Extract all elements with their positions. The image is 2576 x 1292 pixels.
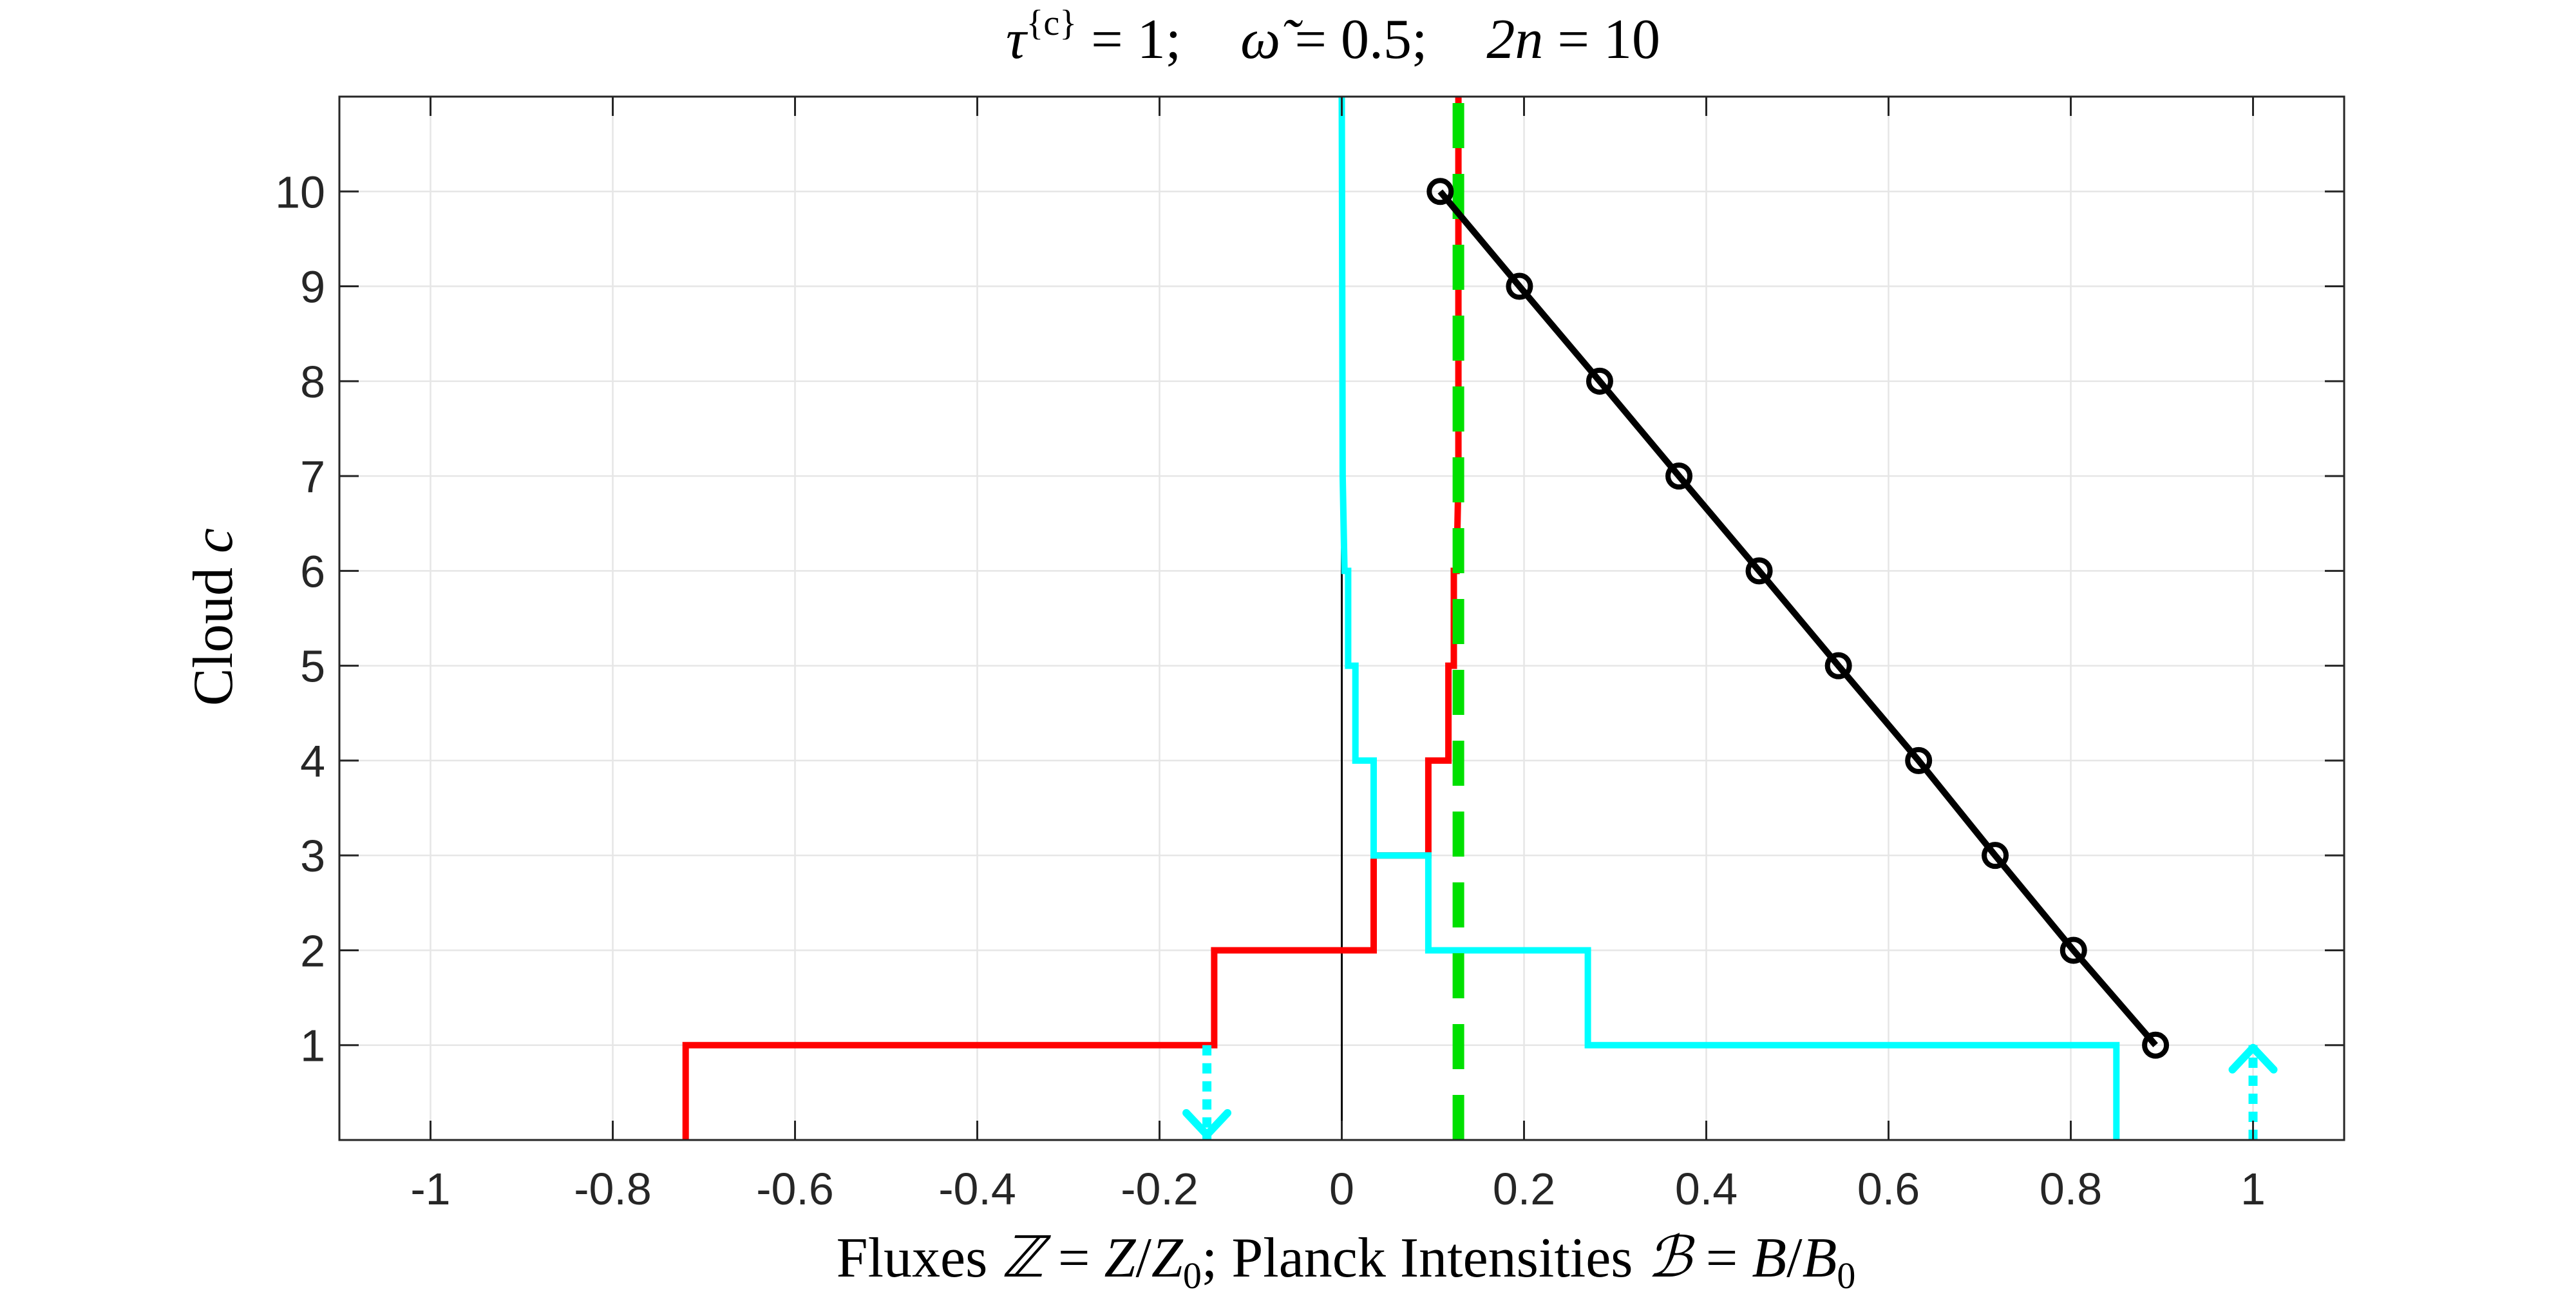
series-marker-5 [1745, 557, 1773, 585]
series-marker-2 [1982, 842, 2009, 869]
y-tick-labels: 1 2 3 4 5 6 7 8 9 10 [275, 167, 325, 1070]
xlabel-z: Z [1104, 1227, 1137, 1289]
svg-text:τ{c} = 1; ω̃ = 0.5;: τ{c} = 1; ω̃ = 0.5; 2n = 10 [1006, 3, 1660, 71]
xlabel-planck: ; Planck Intensities [1202, 1227, 1647, 1289]
y-tick-label: 3 [300, 831, 325, 881]
x-tick-label: 1 [2240, 1164, 2266, 1214]
x-tick-label: -1 [410, 1164, 450, 1214]
x-tick-label: 0.4 [1675, 1164, 1738, 1214]
chart-title: τ{c} = 1; ω̃ = 0.5; 2n = 10 [1006, 3, 1660, 71]
svg-text:Fluxes ℤ = Z/Z0; Planck Inte: Fluxes ℤ = Z/Z0; Planck Intensities ℬ = … [837, 1227, 1856, 1292]
x-tick-label: -0.2 [1121, 1164, 1198, 1214]
x-tick-label: -0.8 [574, 1164, 652, 1214]
svg-text:Cloud c: Cloud c [182, 528, 245, 706]
xlabel-beq: = [1692, 1227, 1752, 1289]
title-tau-symbol: τ [1006, 8, 1028, 71]
series-marker-9 [1426, 178, 1454, 205]
x-tick-labels: -1 -0.8 -0.6 -0.4 -0.2 0 0.2 0.4 0.6 0.8 1 [410, 1164, 2266, 1214]
y-tick-label: 8 [300, 357, 325, 407]
series-marker-3 [1905, 746, 1933, 774]
series-marker-0 [2142, 1031, 2170, 1059]
xlabel-z0-sub: 0 [1183, 1255, 1202, 1292]
y-tick-label: 6 [300, 546, 325, 596]
x-tick-label: -0.4 [938, 1164, 1016, 1214]
series-marker-8 [1506, 272, 1533, 300]
series-marker-1 [2060, 936, 2087, 964]
xlabel-zeq: = [1044, 1227, 1104, 1289]
x-tick-label: 0.2 [1493, 1164, 1555, 1214]
title-n-value: = 10 [1543, 8, 1660, 71]
y-tick-label: 2 [300, 926, 325, 976]
ylabel-var: c [182, 528, 245, 553]
x-tick-label: 0.8 [2040, 1164, 2102, 1214]
y-tick-label: 10 [275, 167, 325, 217]
title-omega-value: = 0.5; [1280, 8, 1427, 71]
x-tick-label: 0.6 [1857, 1164, 1920, 1214]
title-tau-value: = 1; [1077, 8, 1181, 71]
x-tick-label: -0.6 [756, 1164, 834, 1214]
series-marker-4 [1824, 652, 1852, 679]
xlabel-zslash: / [1135, 1227, 1151, 1289]
y-tick-label: 9 [300, 262, 325, 312]
xlabel-fluxes: Fluxes [837, 1227, 1002, 1289]
xlabel-b0-sub: 0 [1837, 1255, 1855, 1292]
y-tick-label: 7 [300, 451, 325, 502]
annotation-arrow-head-0 [1182, 1109, 1232, 1139]
series-marker-7 [1586, 367, 1613, 395]
series-line-3 [1437, 189, 2158, 1047]
annotation-arrow-head-1 [2228, 1043, 2278, 1074]
y-tick-label: 1 [300, 1021, 325, 1071]
xlabel-z0: Z [1151, 1227, 1184, 1289]
xlabel-b0: B [1803, 1227, 1837, 1289]
plot-area [338, 95, 2345, 1141]
tick-marks [339, 97, 2344, 1140]
x-axis-label: Fluxes ℤ = Z/Z0; Planck Intensities ℬ = … [837, 1227, 1856, 1292]
series-staircase-1 [1338, 96, 2120, 1140]
y-tick-label: 4 [300, 736, 325, 786]
y-tick-label: 5 [300, 641, 325, 692]
xlabel-zcal: ℤ [1001, 1227, 1051, 1289]
xlabel-b: B [1752, 1227, 1786, 1289]
ylabel-text: Cloud [182, 553, 245, 706]
series-marker-6 [1665, 462, 1693, 490]
title-n-symbol: 2n [1486, 8, 1543, 71]
xlabel-bcal: ℬ [1647, 1227, 1696, 1289]
title-tau-superscript: {c} [1026, 3, 1077, 43]
series-layer [682, 96, 2278, 1140]
x-tick-label: 0 [1329, 1164, 1354, 1214]
xlabel-bslash: / [1786, 1227, 1803, 1289]
y-axis-label: Cloud c [182, 528, 245, 706]
